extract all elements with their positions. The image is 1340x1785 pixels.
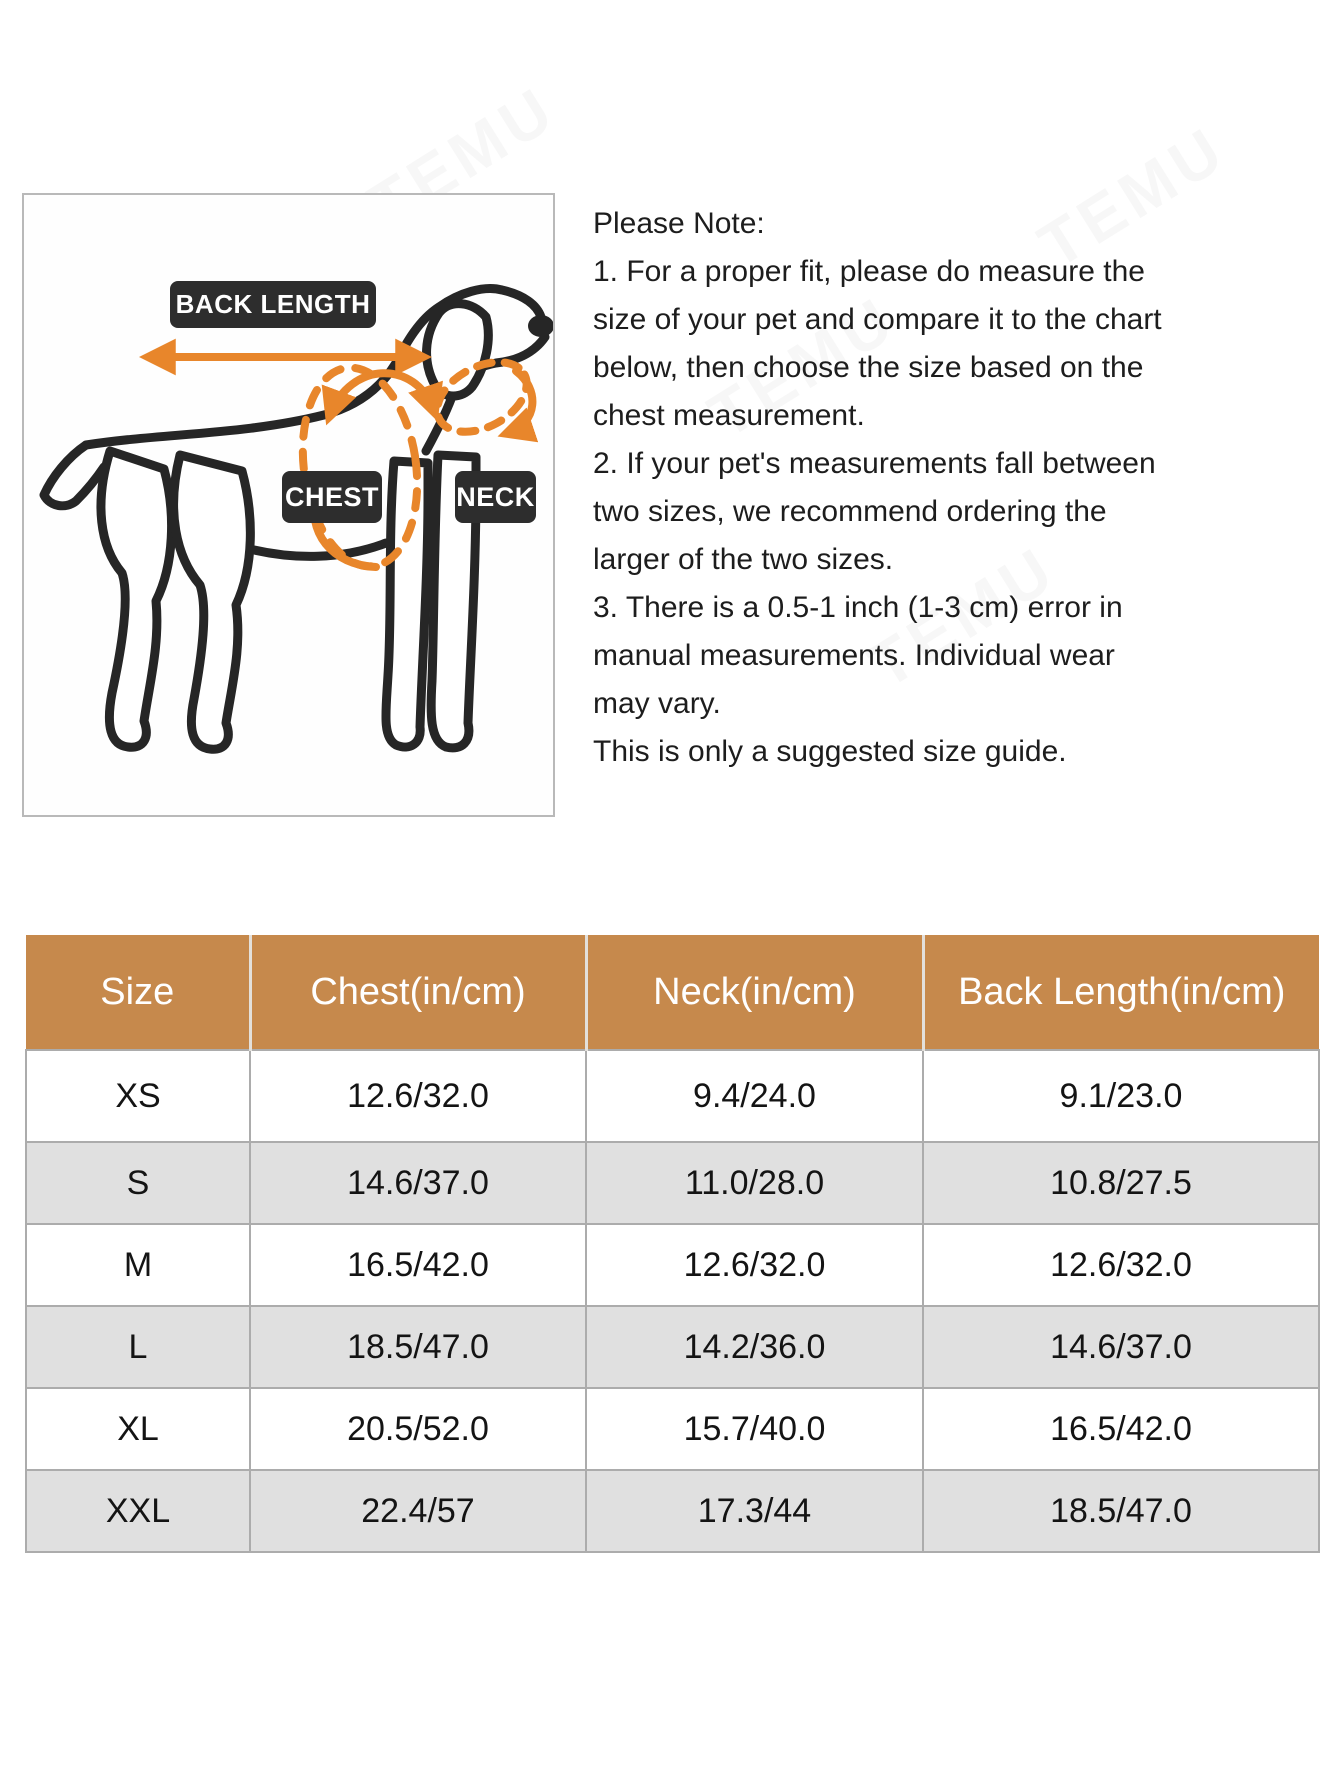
neck-cell: 9.4/24.0 — [585, 1049, 924, 1143]
size-cell: S — [25, 1141, 251, 1225]
header-cell-chest: Chest(in/cm) — [250, 935, 588, 1051]
size-cell: XL — [25, 1387, 251, 1471]
neck-cell: 11.0/28.0 — [585, 1141, 924, 1225]
size-cell: M — [25, 1223, 251, 1307]
neck-cell: 17.3/44 — [585, 1469, 924, 1553]
back-length-cell: 16.5/42.0 — [922, 1387, 1320, 1471]
dog-diagram-svg — [39, 284, 553, 754]
note-line: 2. If your pet's measurements fall betwe… — [593, 447, 1156, 480]
note-line: 1. For a proper fit, please do measure t… — [593, 255, 1145, 288]
neck-arrow — [497, 367, 539, 443]
chest-cell: 16.5/42.0 — [249, 1223, 587, 1307]
neck-label: NECK — [455, 471, 536, 523]
neck-cell: 12.6/32.0 — [585, 1223, 924, 1307]
back-length-cell: 9.1/23.0 — [922, 1049, 1320, 1143]
note-line: manual measurements. Individual wear — [593, 639, 1115, 672]
neck-cell: 15.7/40.0 — [585, 1387, 924, 1471]
table-row-s: S 14.6/37.0 11.0/28.0 10.8/27.5 — [25, 1141, 1320, 1225]
neck-cell: 14.2/36.0 — [585, 1305, 924, 1389]
chest-cell: 18.5/47.0 — [249, 1305, 587, 1389]
back-length-cell: 18.5/47.0 — [922, 1469, 1320, 1553]
note-line: size of your pet and compare it to the c… — [593, 303, 1162, 336]
note-title: Please Note: — [593, 207, 765, 240]
measurement-diagram-panel: BACK LENGTH CHEST NECK — [22, 193, 555, 817]
table-row-m: M 16.5/42.0 12.6/32.0 12.6/32.0 — [25, 1223, 1320, 1307]
back-length-cell: 14.6/37.0 — [922, 1305, 1320, 1389]
note-panel: Please Note: 1. For a proper fit, please… — [593, 200, 1333, 776]
back-length-cell: 12.6/32.0 — [922, 1223, 1320, 1307]
dog-nose — [528, 315, 553, 337]
chest-cell: 20.5/52.0 — [249, 1387, 587, 1471]
header-cell-back-length: Back Length(in/cm) — [923, 935, 1319, 1051]
size-cell: XXL — [25, 1469, 251, 1553]
back-length-label: BACK LENGTH — [170, 281, 376, 328]
table-row-xs: XS 12.6/32.0 9.4/24.0 9.1/23.0 — [25, 1049, 1320, 1143]
size-chart-table: Size Chest(in/cm) Neck(in/cm) Back Lengt… — [25, 935, 1320, 1553]
note-line: larger of the two sizes. — [593, 543, 894, 576]
back-length-cell: 10.8/27.5 — [922, 1141, 1320, 1225]
note-line: 3. There is a 0.5-1 inch (1-3 cm) error … — [593, 591, 1123, 624]
note-line: may vary. — [593, 687, 721, 720]
note-line: This is only a suggested size guide. — [593, 735, 1067, 768]
table-row-xl: XL 20.5/52.0 15.7/40.0 16.5/42.0 — [25, 1387, 1320, 1471]
note-line: two sizes, we recommend ordering the — [593, 495, 1107, 528]
chest-cell: 14.6/37.0 — [249, 1141, 587, 1225]
header-cell-neck: Neck(in/cm) — [586, 935, 925, 1051]
size-cell: XS — [25, 1049, 251, 1143]
chest-label: CHEST — [282, 471, 382, 523]
note-line: below, then choose the size based on the — [593, 351, 1144, 384]
measurement-annotations — [138, 338, 539, 571]
size-cell: L — [25, 1305, 251, 1389]
note-line: chest measurement. — [593, 399, 865, 432]
chest-cell: 12.6/32.0 — [249, 1049, 587, 1143]
table-row-xxl: XXL 22.4/57 17.3/44 18.5/47.0 — [25, 1469, 1320, 1553]
chest-cell: 22.4/57 — [249, 1469, 587, 1553]
header-row: Size Chest(in/cm) Neck(in/cm) Back Lengt… — [26, 935, 1319, 1051]
header-cell-size: Size — [26, 935, 252, 1051]
table-row-l: L 18.5/47.0 14.2/36.0 14.6/37.0 — [25, 1305, 1320, 1389]
